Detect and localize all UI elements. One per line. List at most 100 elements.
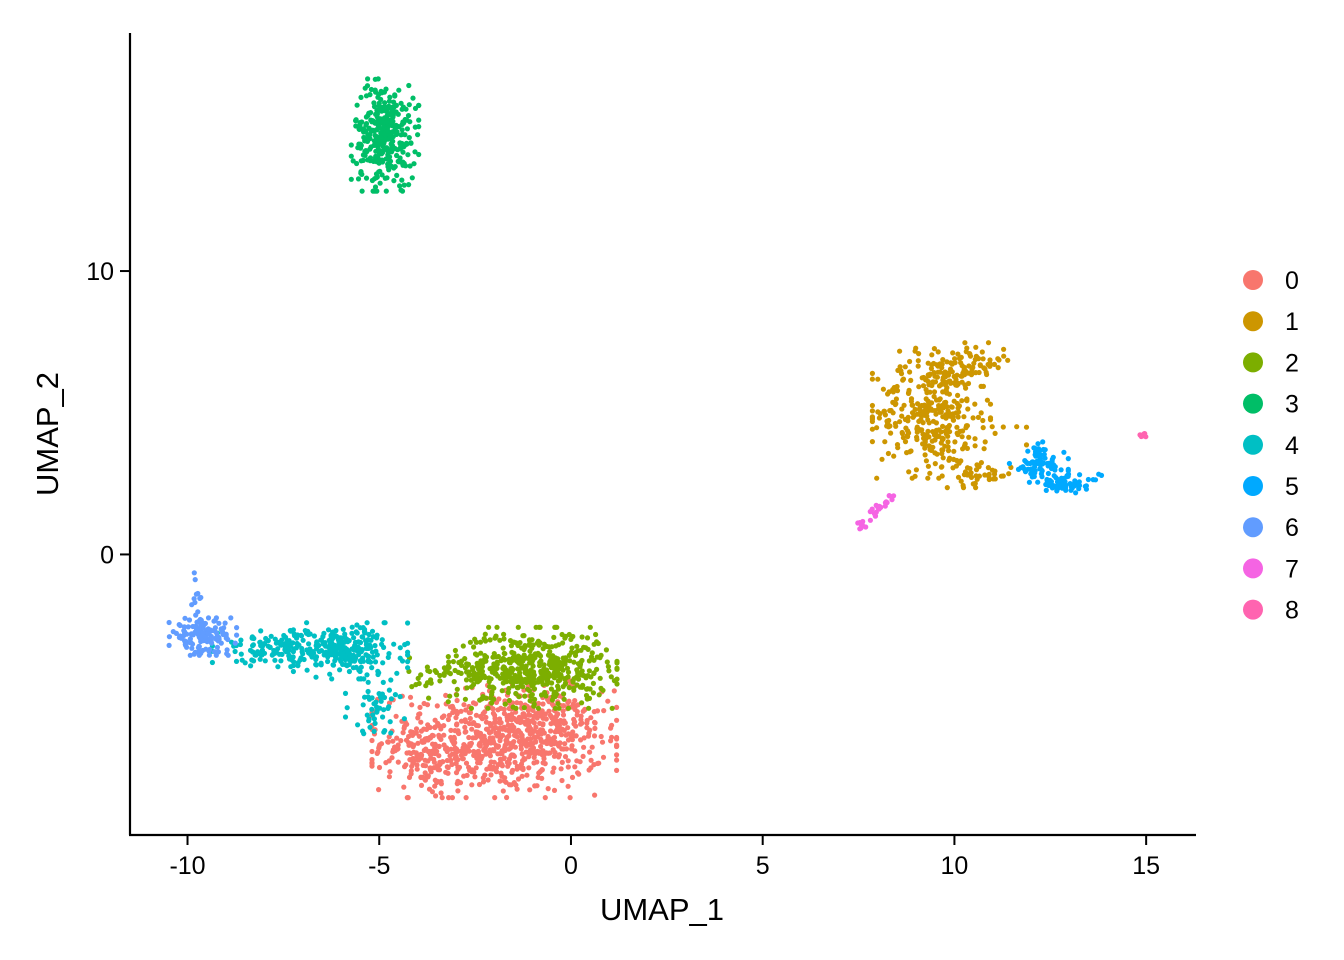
point-cluster-4 — [330, 629, 336, 635]
point-cluster-4 — [371, 716, 377, 722]
point-cluster-4 — [257, 639, 263, 645]
point-cluster-0 — [591, 733, 598, 739]
point-cluster-2 — [614, 665, 620, 671]
point-cluster-3 — [354, 102, 360, 108]
point-cluster-2 — [551, 634, 557, 641]
point-cluster-5 — [1065, 456, 1071, 462]
point-cluster-0 — [562, 741, 568, 747]
point-cluster-1 — [869, 376, 876, 382]
point-cluster-1 — [982, 439, 988, 445]
point-cluster-3 — [386, 163, 392, 169]
point-cluster-6 — [187, 652, 193, 658]
point-cluster-1 — [959, 398, 965, 404]
point-cluster-1 — [939, 450, 945, 457]
point-cluster-2 — [560, 640, 566, 646]
point-cluster-4 — [360, 658, 366, 664]
point-cluster-4 — [283, 649, 289, 655]
point-cluster-1 — [886, 424, 892, 430]
point-cluster-1 — [987, 415, 994, 421]
point-cluster-1 — [954, 430, 960, 436]
point-cluster-2 — [516, 660, 522, 666]
point-cluster-3 — [374, 114, 380, 120]
point-cluster-4 — [388, 696, 394, 702]
point-cluster-0 — [482, 747, 488, 753]
point-cluster-3 — [368, 144, 374, 150]
point-cluster-4 — [272, 636, 278, 642]
point-cluster-4 — [313, 656, 319, 663]
point-cluster-3 — [355, 176, 362, 182]
point-cluster-1 — [946, 378, 952, 384]
point-cluster-1 — [907, 369, 913, 375]
point-cluster-0 — [550, 720, 557, 726]
point-cluster-8 — [1143, 434, 1149, 440]
point-cluster-2 — [413, 682, 419, 688]
point-cluster-0 — [453, 760, 459, 767]
x-tick-label: 5 — [756, 852, 770, 880]
point-cluster-7 — [871, 510, 878, 517]
point-cluster-3 — [374, 143, 380, 149]
point-cluster-3 — [367, 92, 373, 98]
point-cluster-1 — [920, 420, 926, 426]
point-cluster-0 — [499, 762, 505, 768]
point-cluster-4 — [238, 637, 244, 643]
point-cluster-0 — [502, 775, 508, 781]
point-cluster-6 — [207, 646, 213, 653]
point-cluster-3 — [391, 178, 397, 184]
point-cluster-0 — [519, 751, 525, 757]
point-cluster-2 — [474, 660, 480, 666]
point-cluster-4 — [332, 642, 338, 648]
point-cluster-3 — [348, 153, 354, 159]
point-cluster-1 — [1006, 471, 1012, 477]
point-cluster-2 — [482, 674, 488, 681]
point-cluster-4 — [355, 722, 361, 728]
point-cluster-4 — [323, 649, 329, 655]
y-ticks: 0 10 — [86, 258, 130, 569]
point-cluster-0 — [487, 753, 493, 759]
point-cluster-5 — [1068, 487, 1074, 493]
point-cluster-2 — [415, 675, 421, 682]
point-cluster-4 — [262, 658, 268, 664]
point-cluster-1 — [953, 382, 959, 388]
point-cluster-2 — [471, 644, 477, 650]
point-cluster-4 — [382, 728, 388, 734]
point-cluster-2 — [530, 657, 536, 663]
point-cluster-1 — [935, 406, 941, 412]
point-cluster-7 — [891, 493, 897, 499]
point-cluster-0 — [413, 726, 420, 732]
point-cluster-1 — [987, 401, 994, 407]
point-cluster-0 — [572, 719, 578, 725]
point-cluster-0 — [493, 765, 499, 771]
point-cluster-0 — [556, 752, 563, 758]
point-cluster-2 — [579, 700, 585, 706]
point-cluster-3 — [399, 121, 405, 127]
point-cluster-2 — [454, 686, 460, 692]
point-cluster-4 — [304, 667, 310, 673]
point-cluster-0 — [424, 726, 430, 733]
point-cluster-2 — [527, 653, 534, 660]
point-cluster-3 — [393, 103, 399, 109]
point-cluster-0 — [462, 724, 468, 730]
point-cluster-0 — [538, 743, 544, 750]
point-cluster-2 — [507, 678, 514, 685]
point-cluster-3 — [348, 176, 354, 182]
point-cluster-0 — [504, 717, 510, 724]
point-cluster-4 — [373, 648, 379, 654]
point-cluster-4 — [356, 649, 362, 655]
point-cluster-6 — [196, 652, 202, 658]
point-cluster-0 — [376, 787, 382, 793]
point-cluster-2 — [538, 658, 544, 664]
point-cluster-3 — [404, 126, 410, 132]
point-cluster-0 — [474, 749, 480, 755]
point-cluster-0 — [427, 734, 433, 740]
point-cluster-0 — [456, 730, 462, 737]
point-cluster-1 — [906, 389, 912, 395]
point-cluster-0 — [493, 743, 500, 749]
point-cluster-2 — [450, 659, 456, 665]
point-cluster-2 — [526, 642, 532, 648]
point-cluster-1 — [964, 396, 970, 402]
point-cluster-2 — [574, 643, 580, 649]
point-cluster-5 — [1077, 472, 1083, 478]
point-cluster-1 — [929, 362, 935, 368]
point-cluster-1 — [975, 414, 982, 420]
point-cluster-1 — [980, 425, 986, 431]
